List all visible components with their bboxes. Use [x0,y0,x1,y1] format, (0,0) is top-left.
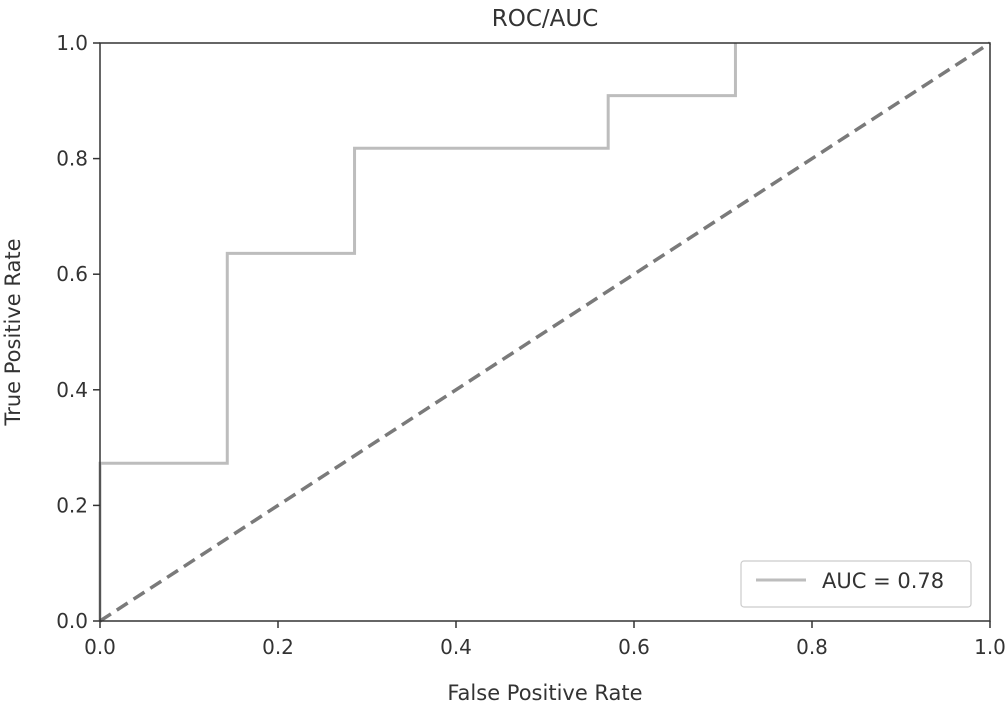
legend-box [740,560,972,608]
x-tick-label: 0.6 [618,635,650,659]
y-tick-label: 0.4 [56,378,88,402]
plot-frame [99,42,991,622]
series-layer [98,41,991,623]
y-tick-label: 0.2 [56,493,88,517]
chance-diagonal-line [99,41,991,623]
x-tick-label: 0.8 [796,635,828,659]
x-tick-label: 0.0 [84,635,116,659]
y-tick-label: 0.0 [56,609,88,633]
y-tick-label: 1.0 [56,31,88,55]
x-tick-label: 0.4 [440,635,472,659]
y-axis-label: True Positive Rate [1,238,25,426]
x-tick-label: 1.0 [974,635,1006,659]
y-tick-label: 0.8 [56,147,88,171]
y-tick-label: 0.6 [56,262,88,286]
legend-label: AUC = 0.78 [822,569,944,593]
legend: AUC = 0.78 [740,560,972,608]
ticks-layer: 0.0 0.2 0.4 0.6 0.8 1.0 0.0 0.2 0.4 0.6 0.8 1.0 [56,31,1006,659]
x-axis-label: False Positive Rate [447,681,642,705]
x-tick-label: 0.2 [262,635,294,659]
chart-title: ROC/AUC [492,6,599,32]
roc-curve-line [98,43,737,621]
